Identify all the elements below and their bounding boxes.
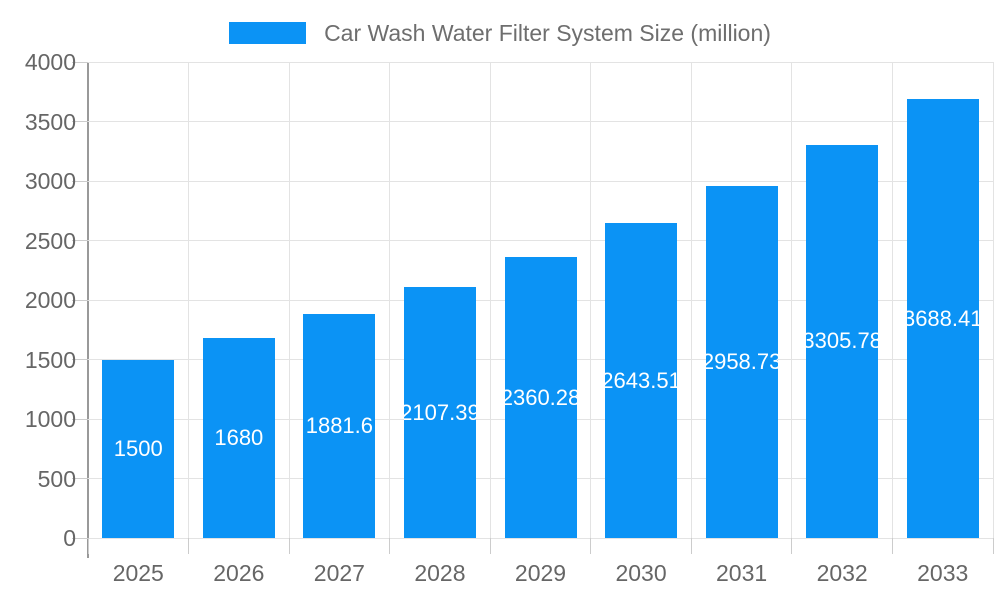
h-gridline	[88, 180, 993, 182]
bar-value-label: 1680	[214, 425, 264, 451]
x-axis-label: 2032	[816, 560, 868, 586]
y-tick	[72, 180, 88, 182]
bar-2032[interactable]: 3305.78	[806, 144, 879, 538]
y-tick	[72, 299, 88, 301]
y-tick	[72, 418, 88, 420]
legend-label: Car Wash Water Filter System Size (milli…	[324, 20, 771, 46]
y-tick	[72, 61, 88, 63]
bar-value-label: 2107.39	[403, 399, 476, 425]
y-tick	[72, 478, 88, 479]
v-gridline	[590, 62, 592, 538]
x-tick	[87, 538, 89, 554]
x-axis-label: 2025	[112, 560, 164, 586]
y-axis-label: 4000	[24, 49, 76, 75]
y-axis-label: 2500	[24, 227, 76, 254]
x-axis-label: 2026	[213, 560, 265, 586]
bar-2030[interactable]: 2643.51	[605, 223, 678, 538]
x-tick	[791, 538, 793, 554]
y-axis-label: 1000	[24, 406, 76, 432]
y-axis-label: 3500	[24, 108, 76, 135]
y-tick	[72, 537, 88, 539]
y-axis-label: 2000	[24, 287, 76, 313]
bar-2031[interactable]: 2958.73	[705, 185, 778, 538]
x-axis-label: 2027	[313, 560, 365, 586]
v-gridline	[188, 62, 190, 538]
bar-value-label: 1881.6	[305, 413, 374, 439]
x-tick	[992, 538, 994, 554]
y-tick	[72, 240, 88, 241]
legend-swatch	[229, 22, 307, 44]
bar-2029[interactable]: 2360.28	[504, 257, 577, 538]
y-axis-label: 500	[37, 465, 76, 492]
h-gridline	[88, 61, 993, 63]
v-gridline	[489, 62, 491, 538]
x-tick	[389, 538, 391, 554]
x-tick	[891, 538, 893, 554]
bar-2025[interactable]: 1500	[102, 359, 175, 538]
y-tick	[72, 359, 88, 360]
x-tick	[188, 538, 190, 554]
y-tick	[72, 121, 88, 122]
h-gridline	[88, 121, 993, 122]
chart-legend[interactable]: Car Wash Water Filter System Size (milli…	[0, 20, 1000, 46]
bar-value-label: 1500	[113, 435, 163, 461]
x-axis-label: 2033	[917, 560, 969, 586]
x-tick	[489, 538, 491, 554]
plot-area: 1500 1680 1881.6 2107.39 2360.28 2643.51 2958.…	[72, 61, 994, 558]
bar-2027[interactable]: 1881.6	[303, 314, 376, 538]
x-axis-label: 2030	[615, 560, 667, 586]
y-axis-line	[87, 62, 89, 558]
bar-value-label: 3688.41	[906, 305, 979, 331]
v-gridline	[389, 62, 391, 538]
v-gridline	[891, 62, 893, 538]
x-axis-label: 2031	[716, 560, 768, 586]
v-gridline	[791, 62, 793, 538]
bar-value-label: 2958.73	[705, 348, 778, 374]
bar-2033[interactable]: 3688.41	[906, 99, 979, 538]
x-tick	[690, 538, 692, 554]
v-gridline	[288, 62, 290, 538]
x-axis-label: 2028	[414, 560, 466, 586]
bar-value-label: 2643.51	[605, 367, 678, 393]
v-gridline	[992, 62, 994, 538]
y-axis-label: 1500	[24, 346, 76, 373]
x-tick	[590, 538, 592, 554]
x-axis-label: 2029	[514, 560, 567, 586]
y-axis-label: 3000	[24, 168, 76, 194]
h-gridline	[88, 537, 993, 539]
v-gridline	[690, 62, 692, 538]
x-tick	[288, 538, 290, 554]
bar-2028[interactable]: 2107.39	[403, 287, 476, 538]
y-axis-label: 0	[63, 525, 76, 551]
bar-value-label: 2360.28	[504, 384, 577, 410]
bar-value-label: 3305.78	[806, 328, 879, 354]
bar-2026[interactable]: 1680	[202, 338, 275, 538]
h-gridline	[88, 240, 993, 241]
